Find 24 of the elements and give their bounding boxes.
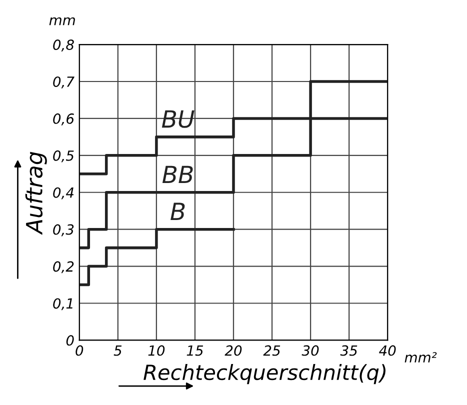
series-label: B — [170, 202, 185, 220]
x-tick-label: 40 — [379, 345, 396, 356]
x-tick-label: 5 — [114, 345, 122, 356]
y-tick-label: 0,8 — [53, 40, 74, 52]
x-axis-title: Rechteckquerschnitt(q) — [144, 364, 386, 384]
x-tick-label: 0 — [76, 345, 84, 356]
x-tick-label: 25 — [263, 345, 280, 356]
y-axis-title: Auftrag — [25, 152, 47, 235]
text: mm — [49, 17, 75, 26]
x-tick-label: 30 — [302, 345, 319, 356]
y-tick-label: 0,7 — [53, 76, 74, 88]
x-tick-label: 15 — [186, 345, 204, 356]
text: mm² — [404, 352, 437, 362]
series-label: BB — [162, 166, 193, 184]
y-tick-label: 0,1 — [53, 298, 72, 310]
y-tick-label: 0,6 — [53, 113, 74, 126]
y-tick-label: 0,5 — [53, 150, 74, 162]
y-tick-label: 0,3 — [53, 224, 74, 236]
x-tick-label: 35 — [340, 345, 358, 356]
x-tick-label: 10 — [148, 345, 165, 356]
y-tick-label: 0,4 — [53, 187, 74, 200]
y-tick-label: 0,2 — [53, 261, 74, 274]
x-tick-label: 20 — [224, 345, 242, 356]
y-tick-label: 0 — [66, 335, 74, 346]
